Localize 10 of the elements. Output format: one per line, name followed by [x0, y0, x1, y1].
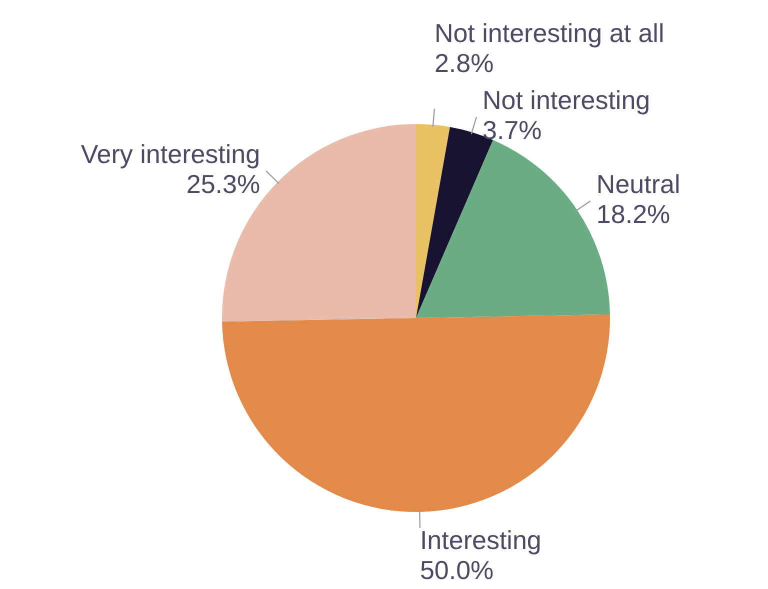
slice-label: Very interesting	[80, 139, 260, 170]
slice-label: Interesting	[420, 525, 542, 556]
slice-label: Not interesting	[482, 85, 650, 116]
slice-label: Not interesting at all	[434, 18, 664, 48]
data-label: 25.3%	[186, 169, 260, 200]
data-label: 18.2%	[596, 199, 670, 230]
slice-label: Neutral	[596, 169, 680, 200]
data-label: 3.7%	[482, 115, 542, 146]
data-label: 2.8%	[434, 48, 494, 78]
data-label: 50.0%	[420, 555, 494, 586]
